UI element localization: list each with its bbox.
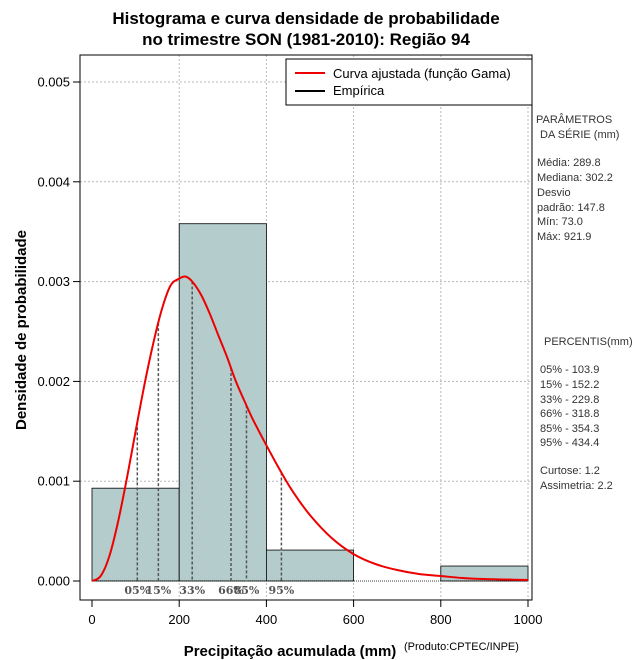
percentile-33: 33% - 229.8 bbox=[540, 394, 599, 406]
legend: Curva ajustada (função Gama) Empírica bbox=[285, 58, 533, 106]
param-mean: Média: 289.8 bbox=[537, 157, 601, 169]
x-axis-title: Precipitação acumulada (mm) bbox=[184, 643, 397, 660]
percentile-label-85: 85% bbox=[234, 584, 260, 597]
x-tick-label-0: 0 bbox=[88, 612, 95, 627]
histogram-bars bbox=[91, 223, 529, 582]
series-parameters-panel: PARÂMETROS DA SÉRIE (mm) Média: 289.8 Me… bbox=[536, 113, 619, 243]
percentiles-panel: PERCENTIS(mm) 05% - 103.9 15% - 152.2 33… bbox=[540, 336, 633, 492]
percentile-label-66: 66% bbox=[218, 584, 244, 597]
fitted-gamma-curve bbox=[91, 275, 529, 582]
param-median: Mediana: 302.2 bbox=[537, 172, 613, 184]
percentile-15: 15% - 152.2 bbox=[540, 379, 599, 391]
x-tick-label-1: 200 bbox=[168, 612, 190, 627]
histogram-bar-2 bbox=[265, 549, 354, 582]
product-credit: (Produto:CPTEC/INPE) bbox=[404, 641, 519, 653]
percentile-lines: 05%15% 33% 66%85% 95% bbox=[124, 281, 295, 597]
x-axis: 0 200 400 600 800 1000 bbox=[88, 600, 542, 627]
x-tick-label-2: 400 bbox=[256, 612, 278, 627]
params-title-line-1: PARÂMETROS bbox=[536, 113, 612, 126]
y-axis: 0.000 0.001 0.002 0.003 0.004 0.005 bbox=[37, 75, 80, 589]
param-min: Mín: 73.0 bbox=[537, 216, 583, 228]
legend-curve-label: Curva ajustada (função Gama) bbox=[333, 66, 511, 81]
percentile-label-05: 05% bbox=[124, 584, 150, 597]
legend-box bbox=[285, 58, 533, 106]
chart-title-line-1: Histograma e curva densidade de probabil… bbox=[112, 9, 499, 28]
percentiles-title: PERCENTIS(mm) bbox=[544, 336, 633, 348]
percentile-66: 66% - 318.8 bbox=[540, 408, 599, 420]
param-max: Máx: 921.9 bbox=[537, 231, 591, 243]
param-stddev: padrão: 147.8 bbox=[537, 202, 605, 214]
chart-title-line-2: no trimestre SON (1981-2010): Região 94 bbox=[142, 30, 470, 49]
percentile-95: 95% - 434.4 bbox=[540, 437, 599, 449]
y-tick-label-2: 0.002 bbox=[37, 374, 70, 389]
y-tick-label-4: 0.004 bbox=[37, 174, 70, 189]
percentile-label-15: 15% bbox=[145, 584, 171, 597]
percentile-label-95: 95% bbox=[269, 584, 295, 597]
y-tick-label-0: 0.000 bbox=[37, 574, 70, 589]
y-axis-title: Densidade de probabilidade bbox=[13, 230, 30, 430]
stat-kurtosis: Curtose: 1.2 bbox=[540, 465, 600, 477]
params-title-line-2: DA SÉRIE (mm) bbox=[540, 128, 619, 141]
percentile-05: 05% - 103.9 bbox=[540, 364, 599, 376]
param-stddev-label: Desvio bbox=[537, 187, 571, 199]
x-tick-label-4: 800 bbox=[430, 612, 452, 627]
y-tick-label-5: 0.005 bbox=[37, 75, 70, 90]
x-tick-label-5: 1000 bbox=[514, 612, 543, 627]
y-tick-label-1: 0.001 bbox=[37, 474, 70, 489]
percentile-85: 85% - 354.3 bbox=[540, 423, 599, 435]
x-tick-label-3: 600 bbox=[343, 612, 365, 627]
y-tick-label-3: 0.003 bbox=[37, 274, 70, 289]
legend-empirical-label: Empírica bbox=[333, 83, 385, 98]
plot-frame bbox=[79, 54, 533, 601]
percentile-label-33: 33% bbox=[179, 584, 205, 597]
stat-skewness: Assimetria: 2.2 bbox=[540, 480, 613, 492]
